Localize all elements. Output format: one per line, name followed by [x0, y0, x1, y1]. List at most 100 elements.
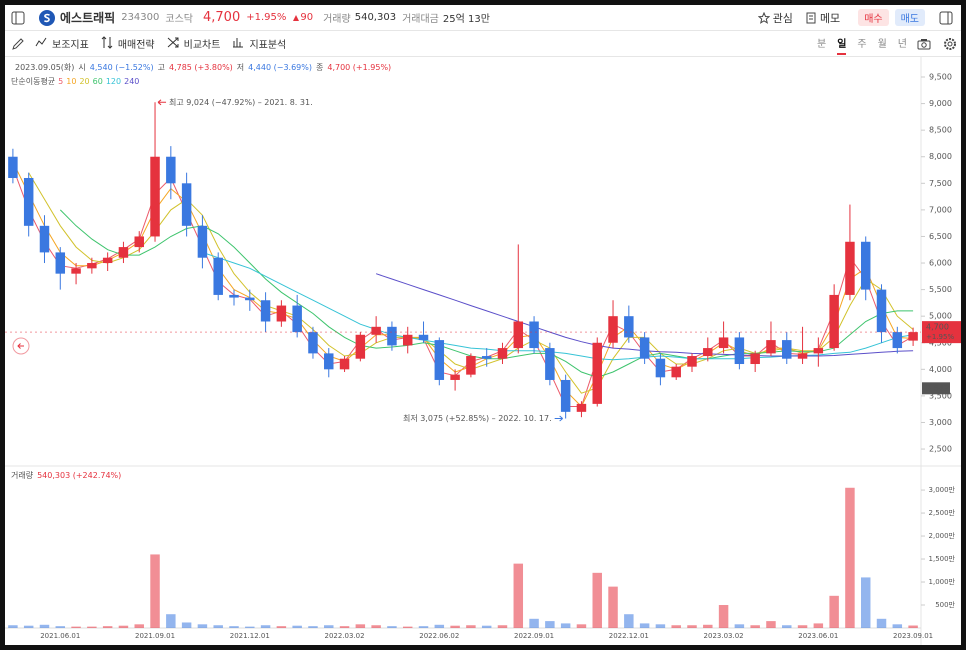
- toolbar-item[interactable]: 보조지표: [52, 40, 89, 51]
- candle-body: [813, 348, 824, 354]
- x-tick-label: 2023.03.02: [704, 632, 744, 640]
- change: 90: [300, 12, 314, 23]
- draw-icon[interactable]: [11, 37, 25, 51]
- toolbar-item[interactable]: 비교차트: [183, 40, 221, 51]
- volume-info: 540,303 (+242.74%): [37, 471, 121, 480]
- y-tick-label: 7,500: [929, 179, 952, 188]
- ma-line: [12, 167, 914, 407]
- tool-icon: [233, 38, 244, 48]
- volume: 540,303: [354, 12, 397, 23]
- toolbar-item[interactable]: 지표분석: [249, 40, 287, 51]
- volume-bar: [229, 626, 239, 628]
- volume-bar: [529, 618, 539, 628]
- candle-body: [845, 241, 855, 295]
- volume-bar: [387, 626, 397, 628]
- y-tick-label: 3,500: [929, 391, 952, 400]
- sidebar-toggle[interactable]: [11, 11, 25, 25]
- candle-body: [766, 340, 776, 354]
- x-tick-label: 2021.06.01: [40, 632, 80, 640]
- candle-body: [892, 332, 903, 349]
- volume-bar: [434, 624, 445, 628]
- volume-legend: 거래량 540,303 (+242.74%): [11, 470, 121, 480]
- volume-bar: [213, 625, 223, 628]
- settings-icon[interactable]: [943, 37, 957, 51]
- volume-bar: [181, 622, 192, 628]
- candle-body: [118, 247, 129, 258]
- panel-toggle[interactable]: [939, 11, 953, 25]
- volume-bar: [892, 624, 903, 628]
- y-tick-label: 2,500: [929, 445, 952, 454]
- period-tab[interactable]: 분: [816, 39, 827, 50]
- volume-bar: [402, 626, 413, 628]
- tool-icon: [101, 36, 113, 49]
- legend-entry: 10: [66, 77, 76, 86]
- volume-bar: [797, 625, 808, 628]
- y-tick-label: 3,000: [929, 418, 952, 427]
- candle-body: [687, 356, 697, 367]
- volume-bar: [418, 626, 429, 628]
- volume-bar: [655, 624, 666, 628]
- watch-button[interactable]: 관심: [772, 11, 793, 25]
- volume-tick-label: 500만: [935, 600, 955, 609]
- period-tab[interactable]: 월: [877, 39, 887, 50]
- volume-bar: [497, 625, 508, 628]
- volume-bar: [908, 625, 918, 628]
- ma-legend: 단순이동평균 5 10 20 60 120 240: [11, 76, 139, 86]
- volume-bar: [355, 624, 366, 628]
- low-arrow: [554, 415, 563, 422]
- volume-bar: [450, 625, 460, 628]
- period-tab[interactable]: 주: [857, 39, 867, 50]
- volume-label: 거래량: [11, 470, 34, 480]
- price: 4,700: [203, 10, 241, 25]
- memo-button[interactable]: 메모: [819, 11, 841, 25]
- last-change: +1.95%: [926, 333, 954, 341]
- info-open_label: 시: [78, 63, 85, 72]
- info-low: 4,440 (−3.69%): [248, 63, 312, 72]
- ma-legend-label: 단순이동평균: [11, 76, 55, 86]
- candle-body: [181, 183, 192, 226]
- period-tab[interactable]: 일: [837, 32, 847, 55]
- legend-entry: 5: [58, 77, 63, 86]
- x-tick-label: 2022.03.02: [325, 632, 365, 640]
- volume-bar: [750, 625, 760, 628]
- x-tick-label: 2023.09.01: [893, 632, 933, 640]
- volume-bar: [782, 625, 792, 628]
- candle-body: [213, 257, 223, 295]
- candle-body: [355, 334, 366, 359]
- high-arrow: [157, 99, 167, 106]
- legend-entry: 60: [93, 77, 103, 86]
- candle-body: [497, 348, 508, 359]
- candle-body: [434, 340, 445, 380]
- candle-body: [513, 321, 524, 349]
- volume-bar: [55, 626, 66, 628]
- volume-bar: [102, 626, 113, 628]
- sell-button[interactable]: 매도: [894, 9, 925, 26]
- y-tick-label: 8,500: [929, 126, 952, 135]
- candle-body: [197, 225, 208, 258]
- volume-bar: [608, 586, 618, 628]
- volume-bar: [292, 625, 302, 628]
- candle-body: [829, 294, 839, 349]
- tool-icon: [167, 37, 179, 48]
- volume-bar: [766, 621, 776, 628]
- volume-bar: [371, 625, 381, 628]
- tool-icon-path: [35, 37, 47, 47]
- period-tab[interactable]: 년: [897, 39, 907, 50]
- star-icon: [757, 11, 770, 24]
- candle-body: [545, 348, 555, 380]
- volume-tick-label: 2,000만: [929, 531, 956, 540]
- volume-bar: [576, 624, 587, 628]
- volume-bar: [197, 624, 208, 628]
- toolbar-item[interactable]: 매매전략: [117, 40, 155, 51]
- buy-button[interactable]: 매수: [858, 9, 889, 26]
- camera-icon[interactable]: [917, 37, 931, 51]
- market: 코스닥: [165, 14, 193, 25]
- volume-bar: [718, 605, 729, 628]
- candle-body: [797, 353, 808, 359]
- volume-bar: [671, 625, 681, 628]
- candle-body: [639, 337, 650, 359]
- candle-body: [782, 340, 792, 359]
- stock-code: 234300: [121, 12, 160, 23]
